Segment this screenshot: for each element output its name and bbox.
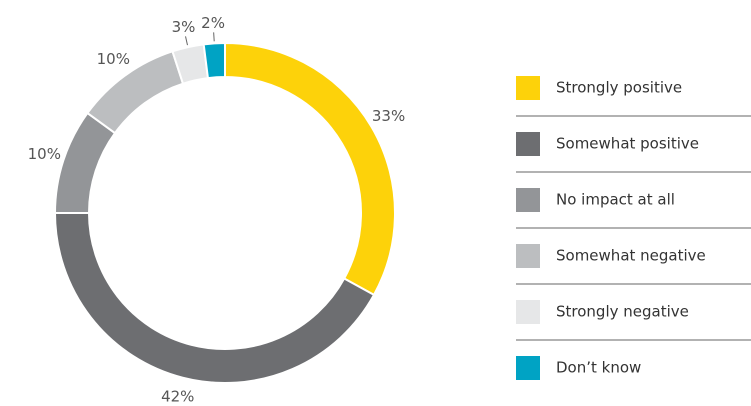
data-label: 10% <box>28 145 61 163</box>
legend-swatch <box>516 356 540 380</box>
legend-label: Somewhat positive <box>556 135 699 153</box>
data-label: 2% <box>201 14 225 32</box>
legend-label: Somewhat negative <box>556 247 706 265</box>
leader-line <box>213 32 215 42</box>
legend-label: Strongly positive <box>556 79 682 97</box>
data-label: 3% <box>172 18 196 36</box>
legend-swatch <box>516 132 540 156</box>
legend-swatch <box>516 300 540 324</box>
legend-label: Don’t know <box>556 359 641 377</box>
legend-label: Strongly negative <box>556 303 689 321</box>
donut-slice <box>224 41 396 297</box>
legend-label: No impact at all <box>556 191 675 209</box>
legend-swatch <box>516 244 540 268</box>
donut-slice <box>53 212 376 384</box>
data-label: 10% <box>97 50 130 68</box>
data-label: 33% <box>372 107 405 125</box>
donut-slice <box>202 41 226 80</box>
data-label: 42% <box>161 388 194 406</box>
leader-line <box>185 36 188 46</box>
donut-slice <box>53 111 117 214</box>
legend-swatch <box>516 188 540 212</box>
legend-swatch <box>516 76 540 100</box>
